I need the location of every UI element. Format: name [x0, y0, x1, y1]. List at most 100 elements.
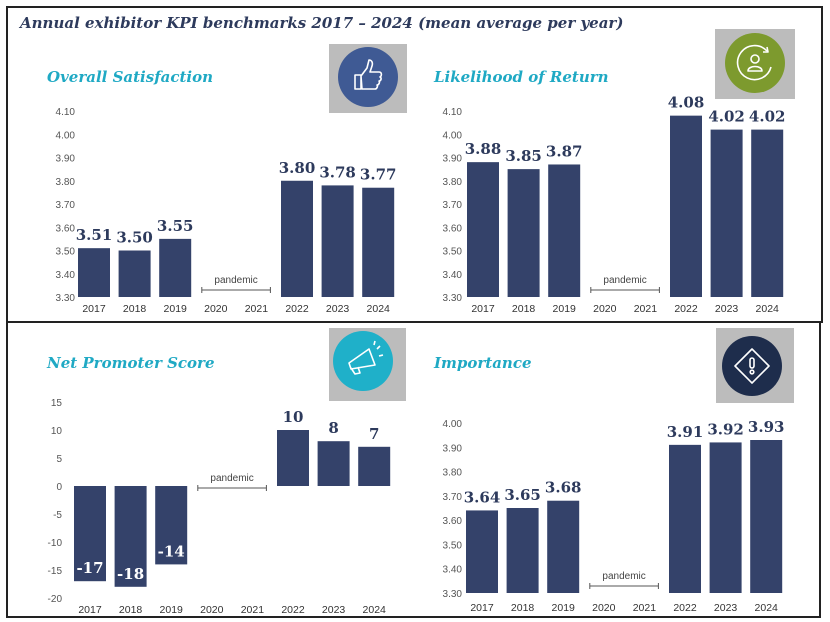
bar-2024	[362, 187, 395, 297]
bar-2018	[507, 169, 540, 297]
warning-diamond-icon	[716, 328, 794, 403]
pandemic-label: pandemic	[210, 473, 253, 484]
x-tick-label: 2017	[78, 604, 102, 616]
pandemic-label: pandemic	[214, 275, 257, 286]
y-tick-label: 3.70	[56, 200, 76, 211]
pandemic-bracket	[589, 583, 659, 589]
bar-2019	[155, 486, 188, 565]
x-tick-label: 2020	[593, 303, 617, 315]
y-tick-label: 15	[51, 398, 63, 409]
panel-title: Net Promoter Score	[46, 354, 214, 372]
data-label: 8	[328, 419, 338, 437]
data-label: 3.65	[504, 486, 541, 504]
chart-panel-1: Likelihood of Return 4.10 4.00 3.90 3.80 3.70…	[433, 29, 795, 315]
y-tick-label: 3.60	[443, 223, 463, 234]
data-label: -14	[158, 542, 185, 560]
bar-2023	[321, 185, 354, 297]
bar-2023	[710, 129, 743, 297]
x-tick-label: 2018	[123, 303, 147, 315]
pandemic-label: pandemic	[602, 571, 645, 582]
bar-2022	[281, 180, 313, 297]
data-label: 3.77	[360, 166, 397, 184]
bottom-frame	[6, 321, 821, 618]
data-label: 3.50	[116, 229, 153, 247]
y-tick-label: 3.40	[443, 270, 463, 281]
x-tick-label: 2023	[715, 303, 739, 315]
bar-2017	[467, 162, 499, 297]
x-tick-label: 2020	[592, 602, 616, 614]
user-return-icon	[715, 29, 795, 99]
y-tick-label: 3.70	[443, 200, 463, 211]
y-tick-label: 3.90	[443, 443, 463, 454]
x-tick-label: 2021	[241, 604, 265, 616]
data-label: 10	[283, 408, 304, 426]
y-tick-label: 3.70	[443, 492, 463, 503]
y-tick-label: 10	[51, 426, 63, 437]
bar-2022	[670, 115, 702, 298]
thumbs-up-icon	[329, 44, 407, 113]
x-tick-label: 2018	[511, 602, 535, 614]
x-tick-label: 2018	[119, 604, 143, 616]
y-tick-label: -15	[48, 566, 63, 577]
panel-title: Overall Satisfaction	[47, 68, 213, 86]
data-label: 3.51	[76, 226, 113, 244]
data-label: 4.08	[668, 94, 705, 112]
x-tick-label: 2022	[674, 303, 698, 315]
data-label: -17	[76, 559, 103, 577]
chart-panel-3: Importance 4.00 3.90 3.80 3.70 3.60 3.50 3.40 3.…	[433, 328, 794, 614]
data-label: 3.68	[545, 479, 582, 497]
x-tick-label: 2017	[82, 303, 106, 315]
bar-2022	[669, 444, 701, 593]
data-label: 3.80	[279, 159, 316, 177]
x-tick-label: 2020	[200, 604, 224, 616]
y-tick-label: -20	[48, 594, 63, 605]
y-tick-label: 3.80	[56, 177, 76, 188]
x-tick-label: 2019	[160, 604, 184, 616]
data-label: -18	[117, 565, 144, 583]
y-tick-label: 3.40	[443, 565, 463, 576]
x-tick-label: 2020	[204, 303, 228, 315]
y-tick-label: 3.50	[443, 247, 463, 258]
y-tick-label: 3.90	[443, 154, 463, 165]
x-tick-label: 2017	[471, 303, 495, 315]
x-tick-label: 2023	[714, 602, 738, 614]
y-tick-label: 4.00	[443, 419, 463, 430]
bar-2023	[317, 441, 350, 486]
data-label: 3.55	[157, 217, 194, 235]
y-tick-label: 3.80	[443, 177, 463, 188]
panel-title: Importance	[433, 354, 532, 372]
bar-2018	[118, 250, 151, 297]
bar-2019	[547, 500, 580, 593]
y-tick-label: -5	[53, 510, 62, 521]
megaphone-icon	[329, 328, 406, 401]
x-tick-label: 2024	[755, 602, 779, 614]
bar-2017	[78, 248, 110, 297]
y-tick-label: -10	[48, 538, 63, 549]
bar-2018	[114, 486, 147, 587]
data-label: 4.02	[708, 108, 745, 126]
x-tick-label: 2019	[552, 602, 576, 614]
y-tick-label: 4.00	[443, 130, 463, 141]
data-label: 4.02	[749, 108, 786, 126]
y-tick-label: 3.50	[56, 247, 76, 258]
y-tick-label: 3.60	[443, 516, 463, 527]
bar-2017	[74, 486, 106, 582]
y-tick-label: 4.10	[443, 107, 463, 118]
bar-2019	[159, 238, 192, 297]
data-label: 3.78	[319, 163, 356, 181]
x-tick-label: 2019	[164, 303, 188, 315]
bar-2022	[277, 430, 309, 486]
y-tick-label: 5	[56, 454, 62, 465]
x-tick-label: 2024	[756, 303, 780, 315]
data-label: 3.87	[546, 142, 583, 160]
bar-2018	[506, 508, 539, 593]
data-label: 7	[369, 425, 379, 443]
pandemic-bracket	[197, 485, 267, 491]
x-tick-label: 2024	[363, 604, 387, 616]
x-tick-label: 2021	[245, 303, 269, 315]
x-tick-label: 2021	[633, 602, 657, 614]
pandemic-bracket	[201, 287, 271, 293]
y-tick-label: 3.60	[56, 223, 76, 234]
y-tick-label: 3.50	[443, 540, 463, 551]
y-tick-label: 4.10	[56, 107, 76, 118]
